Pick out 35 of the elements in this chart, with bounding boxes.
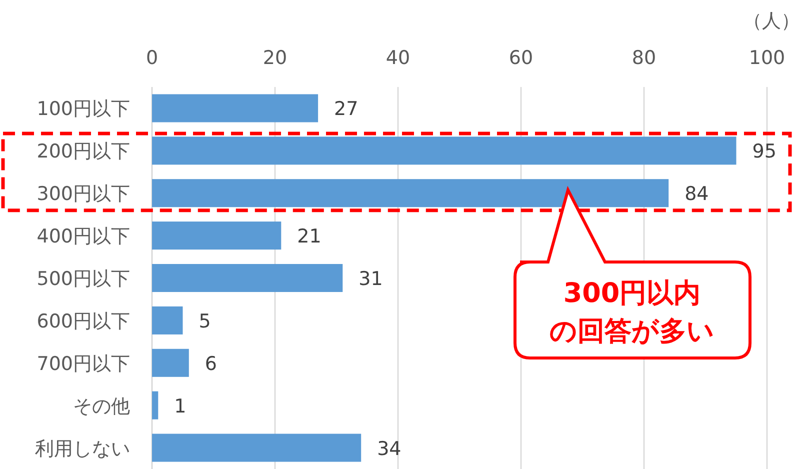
x-axis-title: （人） <box>743 10 800 32</box>
bar <box>152 136 736 165</box>
x-tick-label: 20 <box>262 47 288 69</box>
bar <box>152 94 318 122</box>
x-tick-label: 60 <box>508 47 534 69</box>
y-tick-label: 利用しない <box>35 438 130 460</box>
y-tick-label: 100円以下 <box>36 98 130 120</box>
data-label: 95 <box>752 140 776 163</box>
y-tick-label: 600円以下 <box>36 310 130 332</box>
x-tick-label: 40 <box>386 47 410 69</box>
x-tick-label: 100 <box>748 47 786 69</box>
y-tick-label: 700円以下 <box>36 352 130 375</box>
y-tick-label: 300円以下 <box>36 183 130 206</box>
bar <box>152 222 282 250</box>
y-tick-label: 500円以下 <box>36 268 130 290</box>
data-label: 84 <box>684 183 709 206</box>
x-tick-label: 80 <box>632 47 656 69</box>
data-label: 5 <box>198 310 211 332</box>
annotation: 300円以内の回答が多い <box>550 278 714 347</box>
bar <box>152 348 189 377</box>
bar <box>152 306 183 334</box>
data-label: 21 <box>297 226 322 248</box>
bar <box>152 434 362 462</box>
x-tick-label: 0 <box>146 47 158 69</box>
bar <box>152 391 158 420</box>
y-tick-label: 200円以下 <box>36 140 130 163</box>
bar <box>152 264 343 292</box>
y-tick-label: その他 <box>73 395 130 418</box>
y-tick-label: 400円以下 <box>36 226 130 248</box>
data-label: 1 <box>174 395 186 418</box>
bar <box>152 179 669 208</box>
data-label: 6 <box>204 352 217 375</box>
data-label: 34 <box>377 438 402 460</box>
data-label: 27 <box>334 98 358 120</box>
data-label: 31 <box>358 268 383 290</box>
